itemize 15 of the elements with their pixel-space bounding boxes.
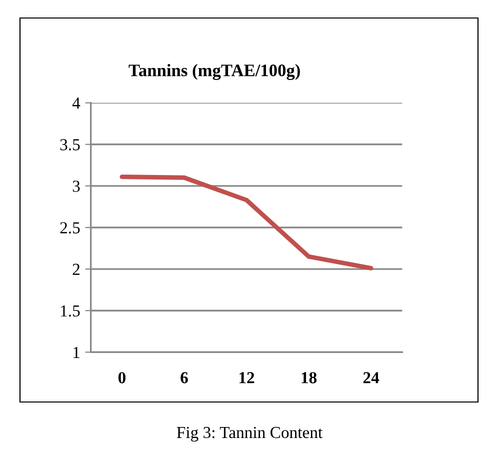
caption: Fig 3: Tannin Content <box>176 426 323 442</box>
x-tick-label: 24 <box>363 372 380 384</box>
y-tick-label: 2 <box>72 264 80 275</box>
x-tick-label: 6 <box>180 372 188 384</box>
x-tick-label: 12 <box>240 372 254 384</box>
y-tick-label: 1.5 <box>61 305 80 317</box>
y-tick-label: 2.5 <box>60 222 80 234</box>
x-tick-label: 18 <box>302 372 317 384</box>
y-tick-label: 4 <box>72 98 80 109</box>
y-tick-label: 3.5 <box>60 139 80 150</box>
line-series <box>120 174 374 270</box>
y-tick-label: 1 <box>74 346 80 358</box>
x-tick-label: 0 <box>118 372 126 384</box>
y-tick-label: 3 <box>72 180 80 192</box>
chart-title: Tannins (mgTAE/100g) <box>128 64 300 80</box>
